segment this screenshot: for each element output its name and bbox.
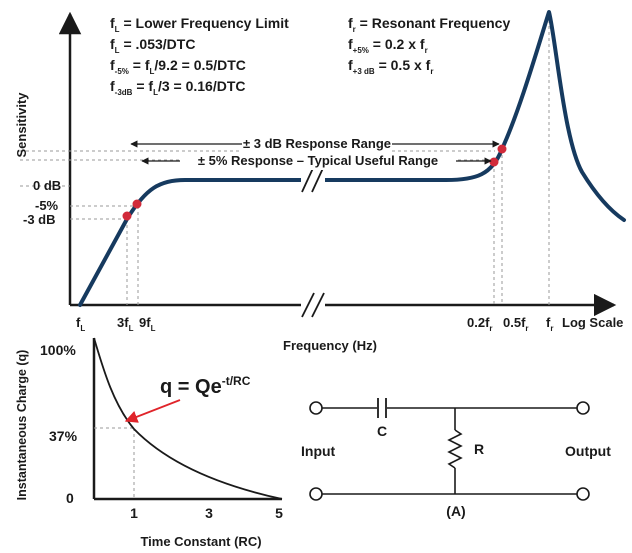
definition-line: fr = Resonant Frequency (348, 15, 510, 34)
discharge-chart: q = Qe-t/RC Instantaneous Charge (q) Tim… (15, 337, 283, 549)
response-curve-left (78, 178, 304, 307)
terminal-icon (576, 401, 590, 415)
x-tick-fl: fL (76, 315, 85, 333)
terminal-icon (309, 487, 323, 501)
axis-break-icon (301, 165, 325, 193)
input-label: Input (301, 443, 336, 459)
x-tick-0-5fr: 0.5fr (503, 315, 529, 333)
x-tick-0-2fr: 0.2fr (467, 315, 493, 333)
frequency-label: Frequency (Hz) (283, 338, 377, 353)
plus-3db-point (497, 144, 507, 154)
capacitor-icon (377, 398, 387, 418)
terminal-icon (309, 401, 323, 415)
definition-line: fL = Lower Frequency Limit (110, 15, 289, 34)
definition-line: f+3 dB = 0.5 x fr (348, 57, 433, 76)
axis-break-icon (301, 292, 325, 318)
rc-circuit: C R Input Output (A) (301, 398, 611, 519)
minus-3db-point (122, 211, 132, 221)
y-tick-label: 0 dB (33, 178, 61, 193)
log-scale-label: Log Scale (562, 315, 623, 330)
x-tick-label: 5 (275, 505, 283, 521)
output-label: Output (565, 443, 611, 459)
frequency-response-chart: ± 3 dB Response Range ± 5% Response – Ty… (14, 10, 626, 353)
minus-5pct-point (132, 199, 142, 209)
resistor-label: R (474, 441, 484, 457)
formula-pointer-arrow (124, 399, 181, 423)
terminal-icon (576, 487, 590, 501)
plus-5pct-point (489, 157, 499, 167)
x-tick-9fl: 9fL (139, 315, 156, 333)
formula: q = Qe-t/RC (160, 374, 251, 398)
sensitivity-label: Sensitivity (14, 92, 29, 158)
definition-line: f-3dB = fL/3 = 0.16/DTC (110, 78, 246, 97)
range-5pct-label: ± 5% Response – Typical Useful Range (198, 153, 438, 168)
definitions-left: fL = Lower Frequency Limit fL = .053/DTC… (110, 15, 289, 97)
circuit-caption: (A) (446, 503, 465, 519)
x-tick-3fl: 3fL (117, 315, 134, 333)
y-tick-label: 0 (66, 490, 74, 506)
y-tick-label: -5% (35, 198, 59, 213)
x-tick-fr: fr (546, 315, 553, 333)
x-tick-label: 1 (130, 505, 138, 521)
definition-line: f+5% = 0.2 x fr (348, 36, 428, 55)
charge-axis-label: Instantaneous Charge (q) (15, 350, 29, 501)
x-tick-label: 3 (205, 505, 213, 521)
y-tick-label: -3 dB (23, 212, 56, 227)
y-tick-label: 37% (49, 428, 78, 444)
capacitor-label: C (377, 423, 387, 439)
resistor-icon (447, 429, 463, 469)
definition-line: f-5% = fL/9.2 = 0.5/DTC (110, 57, 246, 76)
y-tick-label: 100% (40, 342, 76, 358)
time-constant-label: Time Constant (RC) (140, 534, 261, 549)
discharge-curve (93, 337, 283, 500)
definitions-right: fr = Resonant Frequency f+5% = 0.2 x fr … (348, 15, 510, 76)
definition-line: fL = .053/DTC (110, 36, 195, 55)
range-3db-label: ± 3 dB Response Range (243, 136, 391, 151)
